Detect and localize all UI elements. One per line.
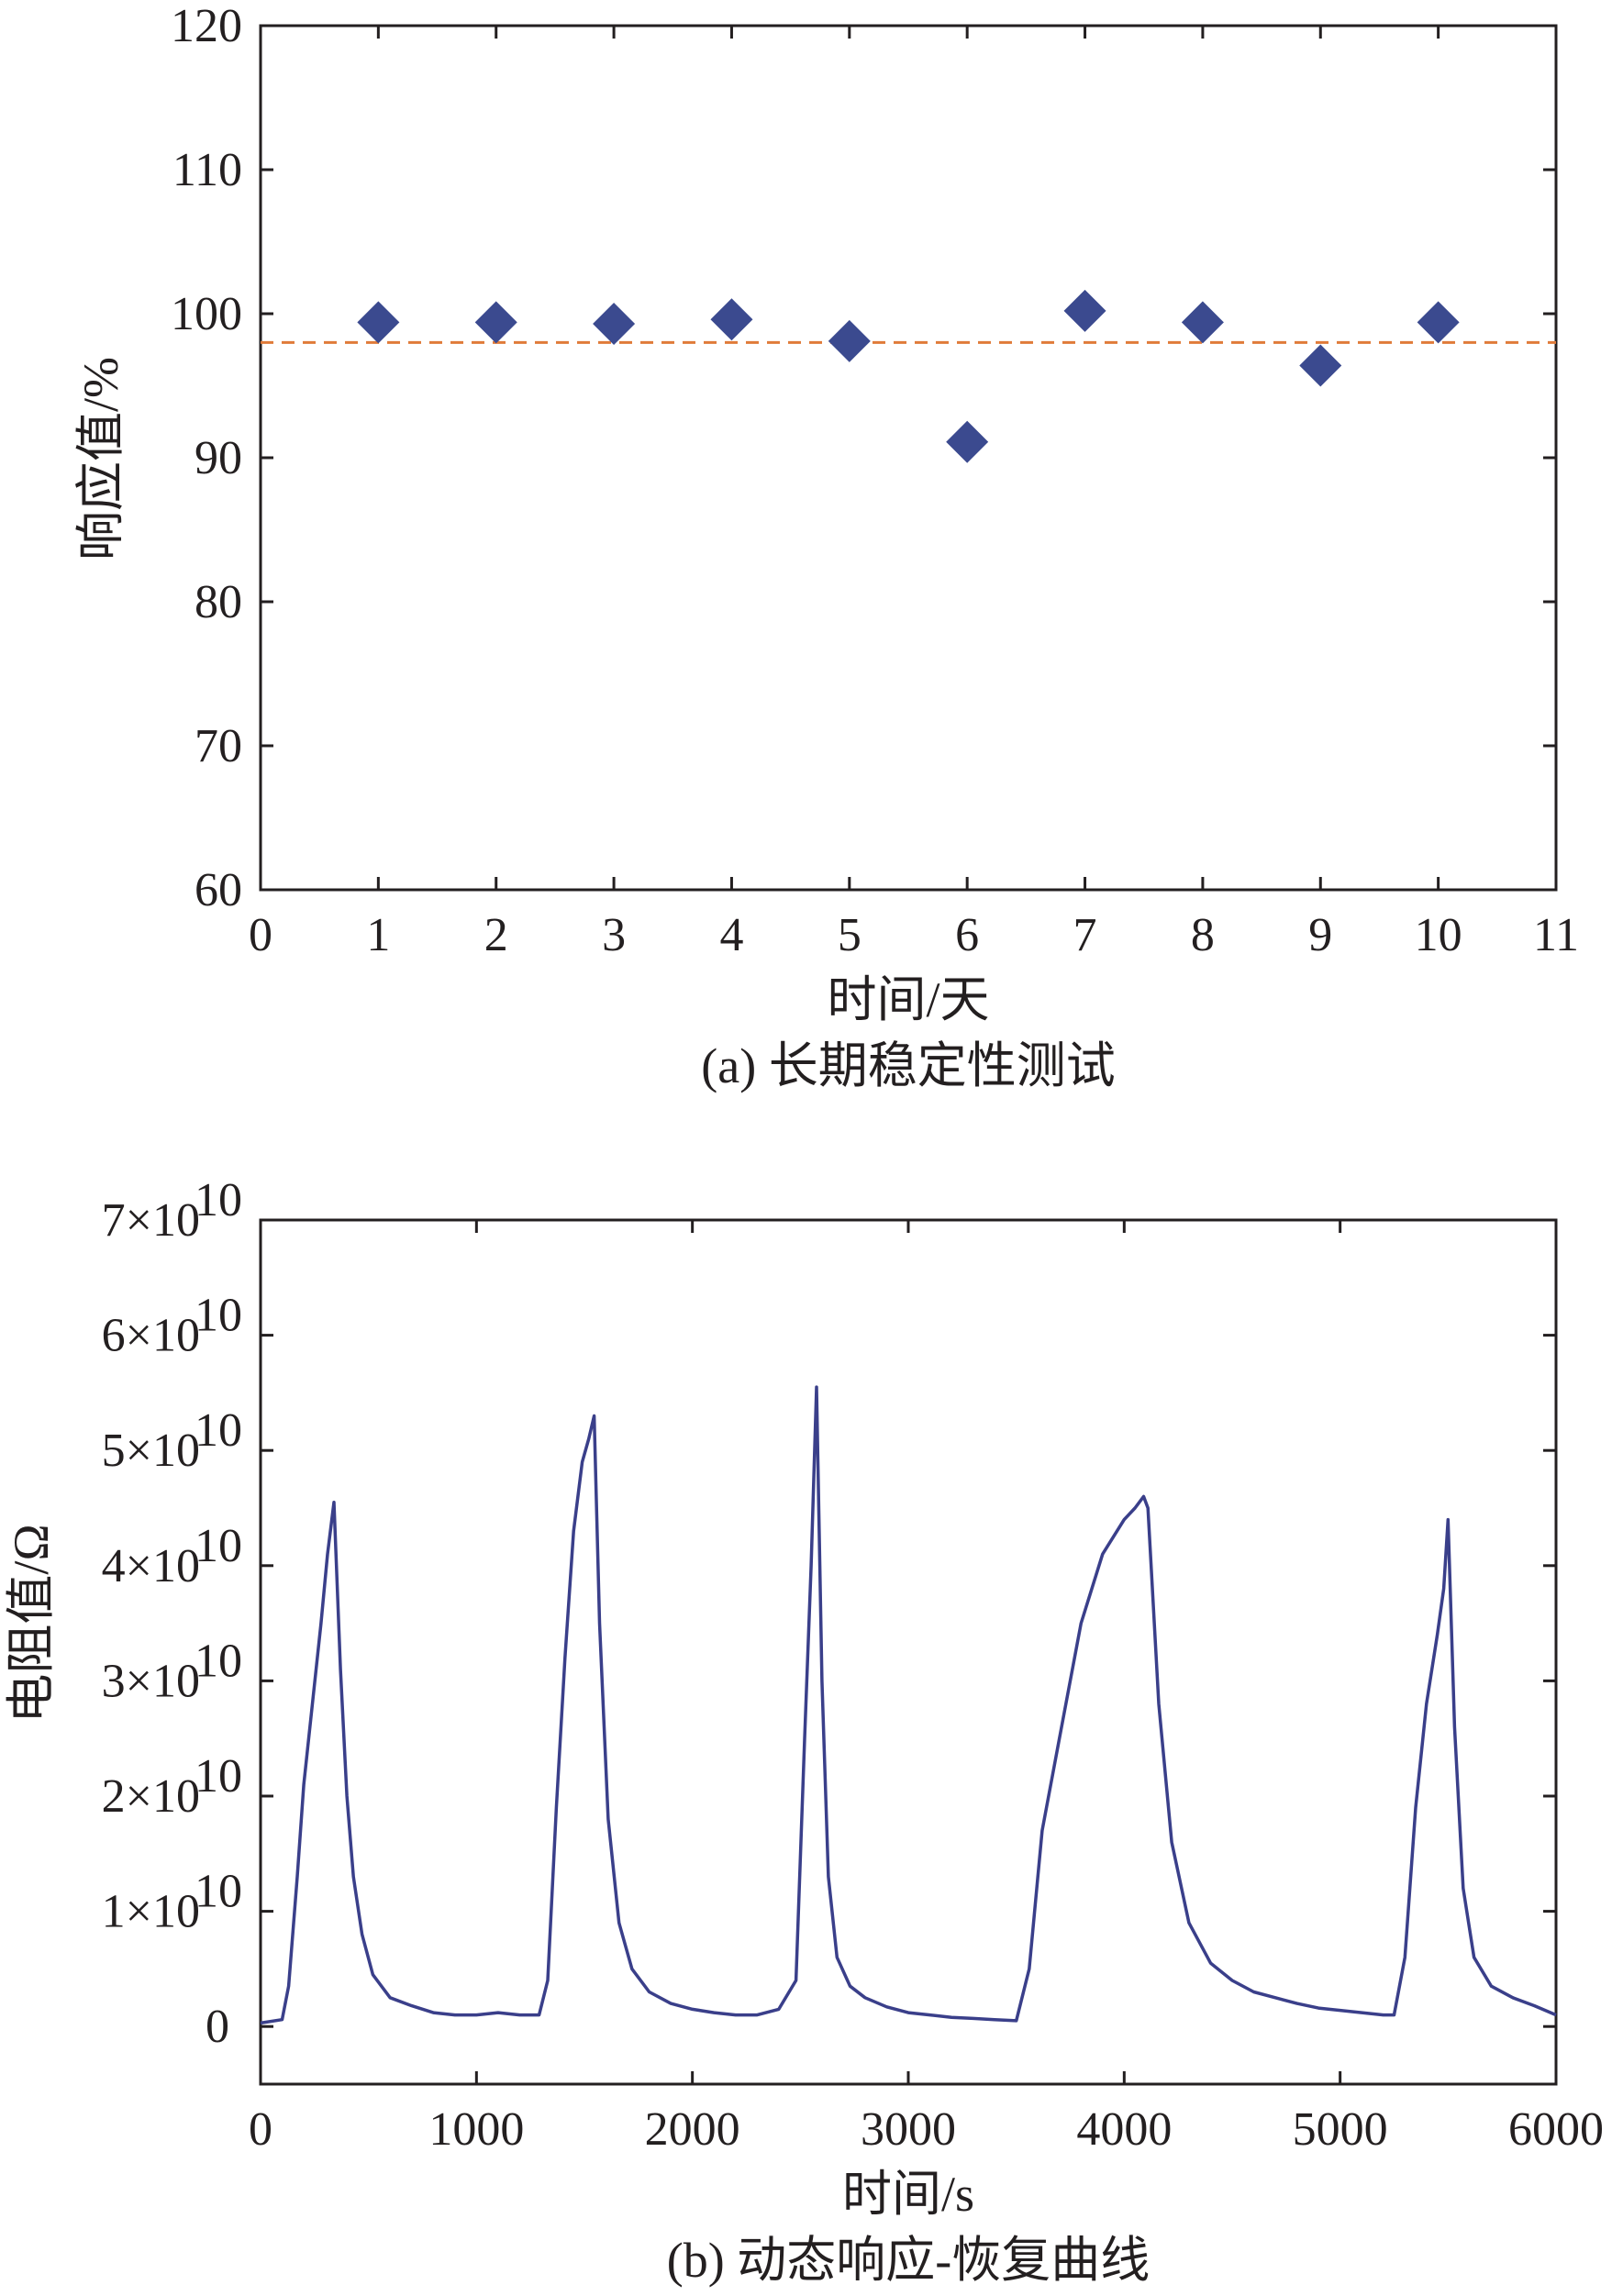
chart-b-resistance-line (260, 1385, 1557, 2025)
chart-a-point (828, 319, 871, 362)
chart-b-y-tick-label: 6×10 (102, 1310, 200, 1362)
chart-b-y-tick-exponent: 10 (195, 1635, 242, 1687)
chart-a-x-tick-label: 9 (1308, 909, 1332, 961)
chart-a-point (474, 301, 517, 344)
chart-b-y-tick-exponent: 10 (195, 1290, 242, 1342)
chart-b-x-tick-label: 2000 (645, 2103, 740, 2156)
chart-a-y-axis-title: 响应值/% (73, 357, 128, 560)
chart-a-x-tick-label: 7 (1073, 909, 1097, 961)
chart-b-y-tick-exponent: 10 (195, 1750, 242, 1802)
chart-a-point (946, 420, 989, 463)
chart-b-dynamic-response: 0 1000 2000 3000 4000 5000 6000 01×10102×10103… (4, 1174, 1604, 2288)
chart-a-x-tick-label: 4 (719, 909, 743, 961)
chart-a-point (1417, 301, 1460, 344)
chart-b-y-tick-exponent: 10 (195, 1404, 242, 1457)
chart-b-y-tick-exponent: 10 (195, 1866, 242, 1918)
chart-a-point (357, 301, 400, 344)
chart-b-y-tick-label: 3×10 (102, 1655, 200, 1707)
chart-a-points (357, 289, 1460, 463)
chart-a-x-tick-label: 11 (1533, 909, 1579, 961)
chart-a-plot-frame (259, 24, 1558, 892)
chart-a-x-tick-label: 0 (249, 909, 272, 961)
chart-a-x-axis-title: 时间/天 (827, 972, 989, 1027)
chart-a-y-tick-label: 100 (171, 288, 242, 340)
chart-a-y-tick-label: 90 (195, 432, 242, 484)
chart-b-x-tick-label: 5000 (1293, 2103, 1388, 2156)
chart-b-plot-frame (259, 1218, 1558, 2086)
chart-b-y-tick-exponent: 10 (195, 1520, 242, 1572)
chart-a-y-tick-label: 60 (195, 864, 242, 916)
chart-b-y-axis: 01×10102×10103×10104×10105×10106×10107×1… (102, 1174, 1556, 2053)
chart-b-x-axis-title: 时间/s (842, 2167, 974, 2222)
chart-a-point (593, 302, 636, 345)
chart-b-y-tick-label: 4×10 (102, 1540, 200, 1592)
chart-b-y-tick-label: 0 (206, 2001, 229, 2053)
chart-a-x-tick-label: 10 (1415, 909, 1462, 961)
chart-a-x-tick-label: 3 (602, 909, 626, 961)
chart-a-y-tick-label: 110 (172, 144, 242, 196)
chart-a-stability: 0 1 2 3 4 5 6 7 8 9 10 11 60 70 80 90 100 110 120 时间/天 响应… (73, 0, 1579, 1093)
chart-b-y-tick-label: 2×10 (102, 1770, 200, 1823)
chart-a-x-tick-label: 8 (1191, 909, 1215, 961)
chart-a-x-tick-label: 5 (838, 909, 862, 961)
chart-b-x-axis: 0 1000 2000 3000 4000 5000 6000 (249, 1220, 1604, 2156)
chart-b-x-tick-label: 4000 (1076, 2103, 1172, 2156)
chart-b-y-axis-title: 电阻值/Ω (4, 1524, 59, 1723)
chart-b-y-tick-label: 7×10 (102, 1194, 200, 1247)
chart-b-y-tick-label: 5×10 (102, 1425, 200, 1477)
chart-a-caption: (a) 长期稳定性测试 (701, 1038, 1115, 1093)
chart-a-x-axis: 0 1 2 3 4 5 6 7 8 9 10 11 (249, 26, 1579, 961)
chart-a-x-tick-label: 1 (366, 909, 390, 961)
chart-b-x-tick-label: 3000 (861, 2103, 956, 2156)
chart-a-y-tick-label: 80 (195, 576, 242, 628)
chart-a-y-tick-label: 120 (171, 0, 242, 52)
chart-a-point (1299, 344, 1342, 387)
chart-b-x-tick-label: 0 (249, 2103, 272, 2156)
chart-b-y-tick-label: 1×10 (102, 1886, 200, 1938)
chart-a-x-tick-label: 2 (484, 909, 508, 961)
chart-b-x-tick-label: 1000 (428, 2103, 524, 2156)
chart-a-x-tick-label: 6 (955, 909, 979, 961)
chart-a-y-axis: 60 70 80 90 100 110 120 (171, 0, 1556, 916)
chart-b-x-tick-label: 6000 (1508, 2103, 1604, 2156)
chart-a-y-tick-label: 70 (195, 720, 242, 772)
chart-a-point (1063, 289, 1106, 332)
chart-a-point (1181, 301, 1224, 344)
chart-b-y-tick-exponent: 10 (195, 1174, 242, 1226)
chart-b-caption: (b) 动态响应-恢复曲线 (667, 2233, 1150, 2288)
chart-a-point (710, 298, 753, 341)
